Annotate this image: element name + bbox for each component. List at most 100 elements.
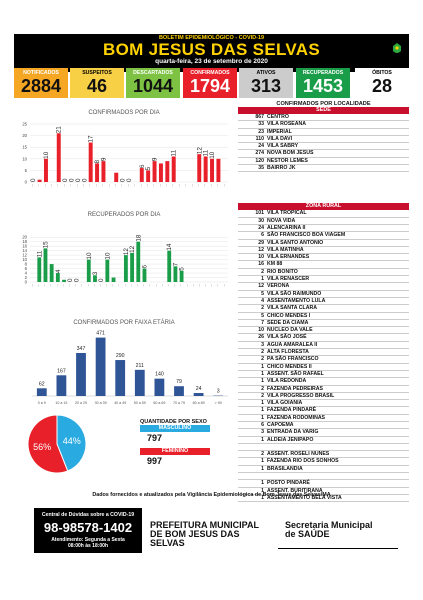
location-row: 33 VILA ROSEANA [238,121,409,129]
age-bar [154,378,165,396]
x-tick-mark: — [43,284,46,287]
location-count: 110 [255,135,264,142]
location-count: 1 [261,378,264,385]
location-count: 3 [261,429,264,436]
location-count: 33 [258,121,264,128]
confirmed-bar [101,161,106,182]
location-row: 2 VILA PROGRESSO BRASIL [238,393,409,401]
location-row: 1 FAZENDA PINDARÉ [238,407,409,415]
confirmed-bar [95,163,100,182]
male-label: MASCULINO [140,425,210,432]
rural-band: ZONA RURAL [238,203,409,211]
age-data-label: 140 [155,372,164,378]
recovered-data-label: 0 [73,278,80,282]
location-name: RIO BONITO [267,268,298,275]
confirmed-bar [216,158,221,182]
recovered-bar [37,257,42,282]
female-label: FEMININO [140,448,210,455]
location-name: BAIRRO JK [267,165,296,172]
x-tick-mark: — [50,184,53,187]
y-tick-label: 18 [22,239,27,244]
age-data-label: 79 [176,379,182,385]
confirmed-bar [114,172,119,182]
location-row: 1 CHICO MENDES II [238,364,409,371]
location-row [238,444,409,452]
hotline-hours-2: 08:00h às 18:00h [67,543,109,549]
location-name: POSTO PINDARÉ [267,480,310,487]
stat-value: 2884 [20,76,62,96]
location-count: 1 [261,465,264,472]
x-tick-mark: — [127,184,130,187]
x-tick-mark: — [82,184,85,187]
location-name: ASSENTAMENTO BELA VISTA [267,494,342,501]
confirmed-data-label: 21 [56,126,63,134]
location-count: 1 [261,363,264,370]
location-row: 24 VILA SABRY [238,143,409,151]
confirmed-bar [43,158,48,182]
x-tick-mark: — [180,284,183,287]
stat-value: 28 [371,76,393,96]
location-name: SÃO FRANCISCO BOA VIAGEM [267,232,346,239]
y-tick-label: 6 [25,266,28,271]
x-tick-mark: — [155,284,158,287]
x-tick-mark: — [108,184,111,187]
location-row: 1 FAZENDA RODOMINAS [238,415,409,422]
recovered-bar [62,279,66,282]
recovered-bar [130,252,135,282]
x-tick-mark: — [130,284,133,287]
recovered-data-label: 6 [141,265,148,269]
x-tick-mark: — [223,184,226,187]
location-count: 1 [261,494,264,501]
age-bar [56,375,67,396]
x-tick-mark: — [63,184,66,187]
x-tick-mark: — [44,184,47,187]
location-row: 1 BRASILANDIA [238,465,409,474]
location-count: 1 [261,370,264,377]
stat-label: RECUPERADOS [302,70,344,76]
confirmed-data-label: 9 [152,157,159,161]
location-count: 1 [261,436,264,443]
y-tick-label: 15 [22,145,27,150]
recovered-data-label: 12 [129,245,136,253]
stat-label: NOTIFICADOS [23,70,59,76]
stat-label: CONFIRMADOS [190,70,230,76]
location-count: 1 [261,407,264,414]
location-name: ALTA FLORESTA [267,349,309,356]
location-name: VILA TROPICAL [267,210,307,217]
location-count: 2 [261,385,264,392]
location-count: 16 [258,261,264,268]
recovered-chart-title: RECUPERADOS POR DIA [87,212,161,218]
stat-value: 1794 [189,76,231,96]
x-tick-mark: — [89,184,92,187]
confirmed-data-label: 0 [81,178,88,182]
age-category-label: 20 a 29 [75,401,87,405]
location-name: SEDE DA CIAMA [267,319,309,326]
confirmed-bar [210,158,215,182]
recovered-bar [55,273,60,282]
x-tick-mark: — [159,184,162,187]
location-name: FAZENDA RODOMINAS [267,414,326,421]
location-count: 6 [261,421,264,428]
x-tick-mark: — [112,284,115,287]
location-row: 10 VILA ERNANDES [238,254,409,262]
location-count: 1 [261,400,264,407]
location-row: 24 ALENCARINA II [238,224,409,233]
location-count: 24 [258,224,264,231]
x-tick-mark: — [105,284,108,287]
location-count: 10 [258,254,264,261]
stat-suspeitos: SUSPEITOS 46 [70,68,124,98]
recovered-data-label: 0 [67,278,74,282]
pie-slice-feminino [27,414,69,474]
location-row: 101 VILA TROPICAL [238,210,409,218]
confirmed-data-label: 10 [43,151,50,159]
stat-value: 1453 [302,76,344,96]
location-row: 30 NOVA VIDA [238,218,409,225]
location-count: 5 [261,312,264,319]
confirmed-bar [203,156,208,182]
y-tick-label: 20 [22,235,27,240]
x-tick-mark: — [204,184,207,187]
location-name: CHICO MENDES II [267,363,312,370]
location-count: 30 [258,217,264,224]
confirmed-data-label: 11 [203,149,210,156]
location-name: CAPOEMA [267,421,294,428]
